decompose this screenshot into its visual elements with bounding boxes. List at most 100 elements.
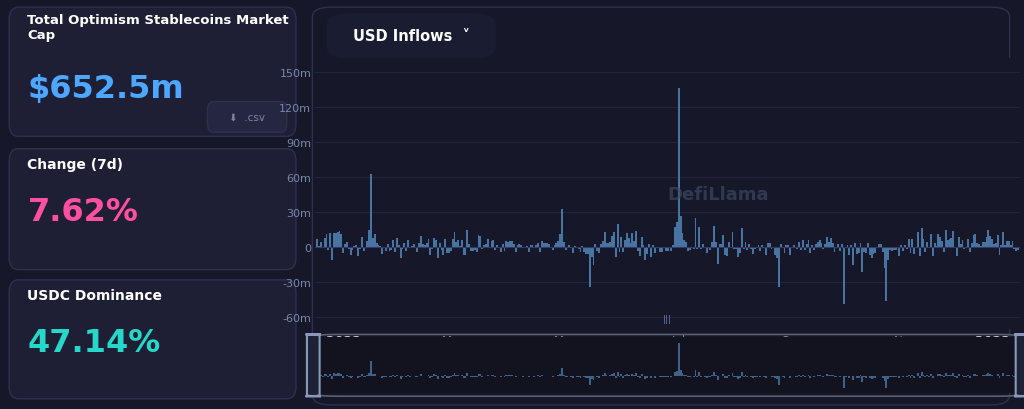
Bar: [703, 248, 706, 249]
Bar: [444, 375, 446, 377]
Bar: [632, 374, 634, 377]
Bar: [967, 239, 969, 248]
Bar: [993, 376, 995, 377]
Bar: [877, 247, 878, 248]
Bar: [360, 238, 362, 248]
Bar: [774, 248, 776, 256]
Bar: [468, 244, 470, 248]
Bar: [719, 376, 721, 377]
Bar: [1006, 375, 1008, 377]
Bar: [557, 241, 559, 248]
Bar: [808, 375, 810, 377]
Bar: [1000, 376, 1002, 377]
Bar: [515, 248, 516, 252]
Bar: [541, 375, 543, 377]
Bar: [886, 248, 888, 301]
Bar: [465, 377, 467, 378]
Bar: [570, 248, 572, 249]
Bar: [559, 235, 561, 248]
Bar: [811, 246, 813, 248]
Bar: [628, 239, 630, 248]
Bar: [630, 375, 632, 377]
Bar: [828, 243, 829, 248]
Bar: [1012, 242, 1014, 248]
Bar: [624, 240, 626, 248]
Bar: [381, 248, 383, 255]
Bar: [964, 248, 966, 249]
Bar: [859, 243, 861, 248]
Bar: [907, 375, 909, 377]
Bar: [611, 236, 613, 248]
Bar: [952, 373, 954, 377]
Bar: [986, 238, 987, 248]
Bar: [1015, 377, 1017, 378]
Bar: [594, 376, 596, 377]
Bar: [874, 248, 877, 254]
Bar: [907, 239, 909, 248]
Bar: [458, 375, 459, 377]
Bar: [513, 244, 515, 248]
Bar: [904, 245, 906, 248]
Bar: [967, 375, 969, 377]
Bar: [946, 240, 948, 248]
Bar: [349, 377, 351, 378]
Bar: [589, 377, 591, 385]
Bar: [330, 374, 331, 377]
Bar: [1012, 375, 1014, 377]
Bar: [987, 231, 989, 248]
Bar: [446, 377, 447, 378]
Bar: [614, 377, 616, 378]
Bar: [646, 248, 648, 254]
Bar: [531, 245, 534, 248]
Bar: [431, 248, 433, 249]
Bar: [701, 245, 703, 248]
Bar: [643, 376, 644, 377]
Bar: [333, 373, 335, 377]
Bar: [904, 376, 906, 377]
Bar: [687, 248, 689, 252]
Bar: [868, 248, 870, 256]
Bar: [783, 248, 785, 253]
Bar: [722, 374, 724, 377]
Bar: [515, 377, 516, 378]
Bar: [524, 247, 525, 248]
Bar: [820, 376, 822, 377]
Bar: [943, 377, 945, 378]
Bar: [802, 241, 804, 248]
Bar: [858, 248, 859, 254]
Bar: [559, 374, 561, 377]
Bar: [659, 248, 662, 252]
Bar: [808, 240, 810, 248]
Bar: [921, 228, 923, 248]
Bar: [607, 376, 609, 377]
Bar: [817, 242, 819, 248]
Bar: [331, 377, 333, 379]
Bar: [1002, 373, 1005, 377]
Bar: [769, 243, 770, 248]
Bar: [799, 243, 800, 248]
Bar: [870, 248, 872, 259]
Bar: [537, 243, 539, 248]
Bar: [712, 375, 713, 377]
Bar: [893, 248, 895, 251]
Bar: [344, 376, 346, 377]
Bar: [605, 243, 607, 248]
Bar: [418, 376, 420, 377]
Bar: [683, 240, 685, 248]
Bar: [572, 248, 574, 253]
Bar: [565, 248, 566, 251]
Bar: [724, 248, 726, 255]
Bar: [495, 248, 497, 251]
Bar: [483, 376, 485, 377]
Bar: [791, 247, 793, 248]
Bar: [733, 248, 735, 250]
Bar: [632, 234, 634, 248]
Bar: [433, 375, 435, 377]
Bar: [737, 377, 739, 379]
Bar: [1002, 232, 1005, 248]
Bar: [1017, 248, 1019, 250]
Bar: [511, 242, 513, 248]
Bar: [680, 370, 682, 377]
Bar: [884, 377, 886, 381]
Bar: [536, 245, 537, 248]
